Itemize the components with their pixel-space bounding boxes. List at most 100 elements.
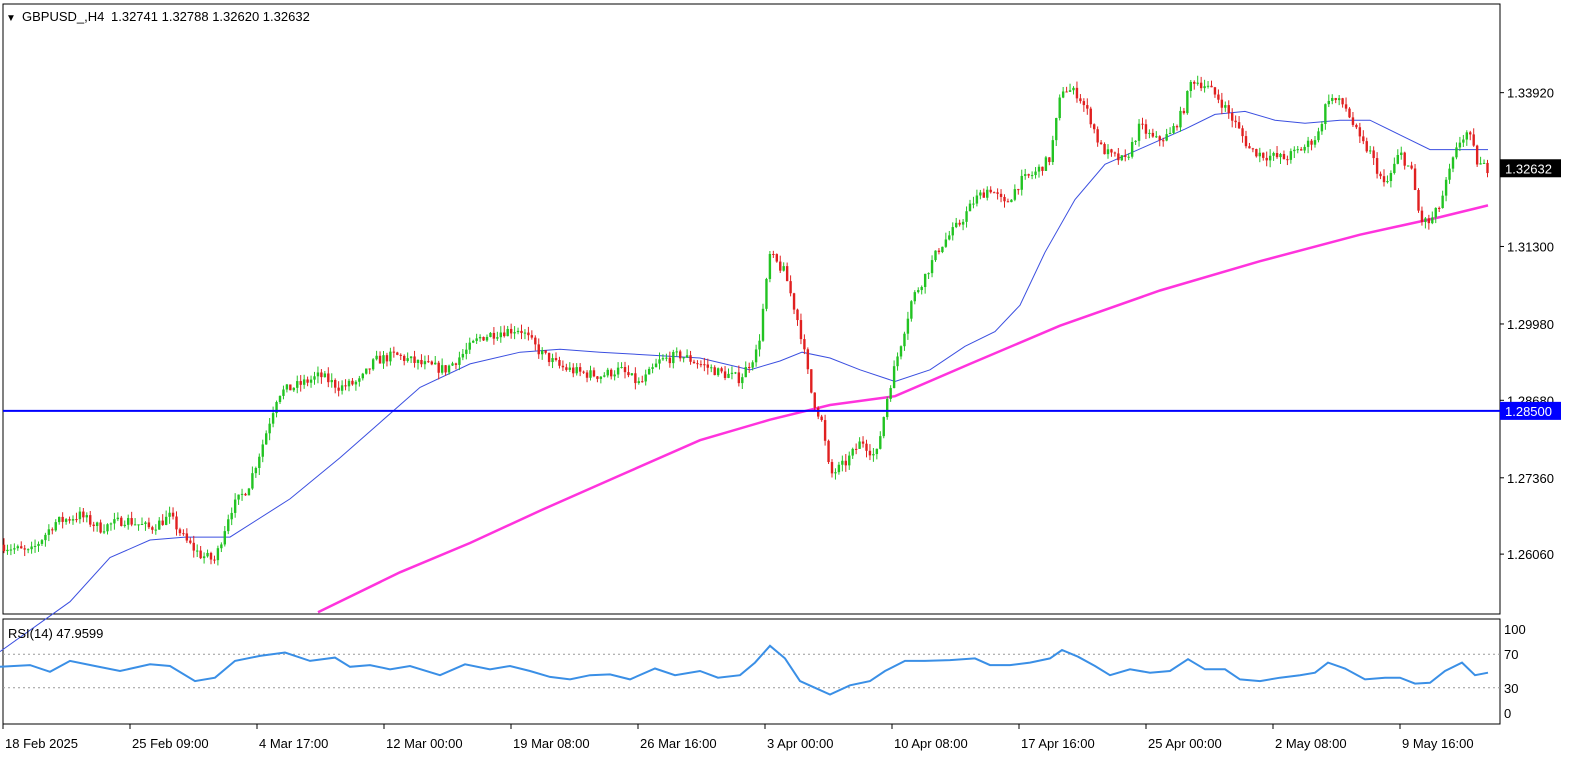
candle [937,248,941,255]
candle [1130,137,1134,159]
candle-body [472,340,475,343]
candle [1141,117,1144,130]
candle [1082,98,1086,112]
candle [64,517,68,525]
candle-body [1400,152,1403,155]
candle [496,331,499,341]
candle-body [1148,132,1151,134]
candle [879,431,882,450]
candle [1358,122,1362,143]
collapse-triangle-icon[interactable]: ▼ [6,13,16,24]
candle [641,375,644,383]
candle-body [1303,146,1306,151]
candle-body [930,260,934,274]
candle [1203,79,1206,93]
candle-body [1189,81,1192,92]
candle [1041,166,1044,176]
candle-body [861,441,865,444]
candle [896,352,899,371]
candle [344,379,347,391]
candle [713,365,716,376]
candle-body [575,367,578,374]
rsi-line [0,644,1489,696]
candle [1469,130,1472,141]
price-tick-label: 1.31300 [1507,239,1554,254]
candle-body [530,335,534,338]
candle-body [275,402,278,414]
candle [268,417,271,441]
candle [730,366,734,380]
candle [1300,146,1303,151]
candle-body [1003,196,1006,202]
candle-body [886,398,889,418]
price-panel-frame [2,3,1501,615]
candle [399,353,402,361]
candle [830,459,834,478]
candle-body [768,253,772,279]
candle-body [92,524,95,527]
candle-body [1462,139,1465,143]
candle-body [1082,101,1086,106]
candle [854,443,858,455]
candle-body [616,367,620,375]
candle [413,350,416,368]
candle-body [848,455,851,466]
candle [1175,124,1179,131]
candle [627,365,630,378]
candle [327,367,330,388]
candle-body [68,519,71,521]
candle-body [127,518,130,525]
candle-body [1096,129,1099,143]
candle [1037,164,1041,178]
candle [75,512,78,523]
candle-body [1396,154,1399,164]
candle-body [171,512,175,517]
candle [696,360,699,369]
candle-body [565,367,568,370]
candle [903,331,906,351]
candle-body [810,369,813,393]
candle-body [175,516,178,530]
candle [810,369,813,394]
candle-body [968,203,972,212]
candle-body [420,359,423,365]
chart-ohlc-values: 1.32741 1.32788 1.32620 1.32632 [111,9,310,24]
candle-body [716,368,720,376]
candle [158,517,161,530]
candle [130,511,133,527]
candle [475,333,478,344]
candle-body [406,358,409,361]
candle [710,364,713,373]
candle [151,525,154,534]
candle-body [492,332,496,339]
candle-body [1006,201,1010,203]
candle [1227,100,1230,119]
candle-body [409,356,413,359]
candle [6,544,9,555]
candle [551,353,554,369]
candle [161,514,164,526]
candle [461,348,465,361]
candle [754,344,758,367]
candle [1237,116,1241,129]
candle-body [316,372,320,377]
candle [309,375,313,388]
ma-fast-layer [0,110,1488,653]
candle [1006,198,1010,203]
price-axis: 1.339201.313001.299801.286801.273601.260… [1500,86,1554,562]
candle [285,383,289,393]
candle-body [920,286,923,291]
candle [61,512,64,529]
candle [1262,152,1265,161]
candle-body [1334,97,1337,101]
candle [886,396,889,420]
candle [989,186,992,194]
candle-body [320,372,323,378]
candle [330,373,333,388]
candle-body [1379,173,1382,177]
candle-body [440,365,444,373]
candle-body [1089,108,1092,125]
candle [33,539,37,553]
candle-body [389,351,392,362]
candle [520,324,523,340]
